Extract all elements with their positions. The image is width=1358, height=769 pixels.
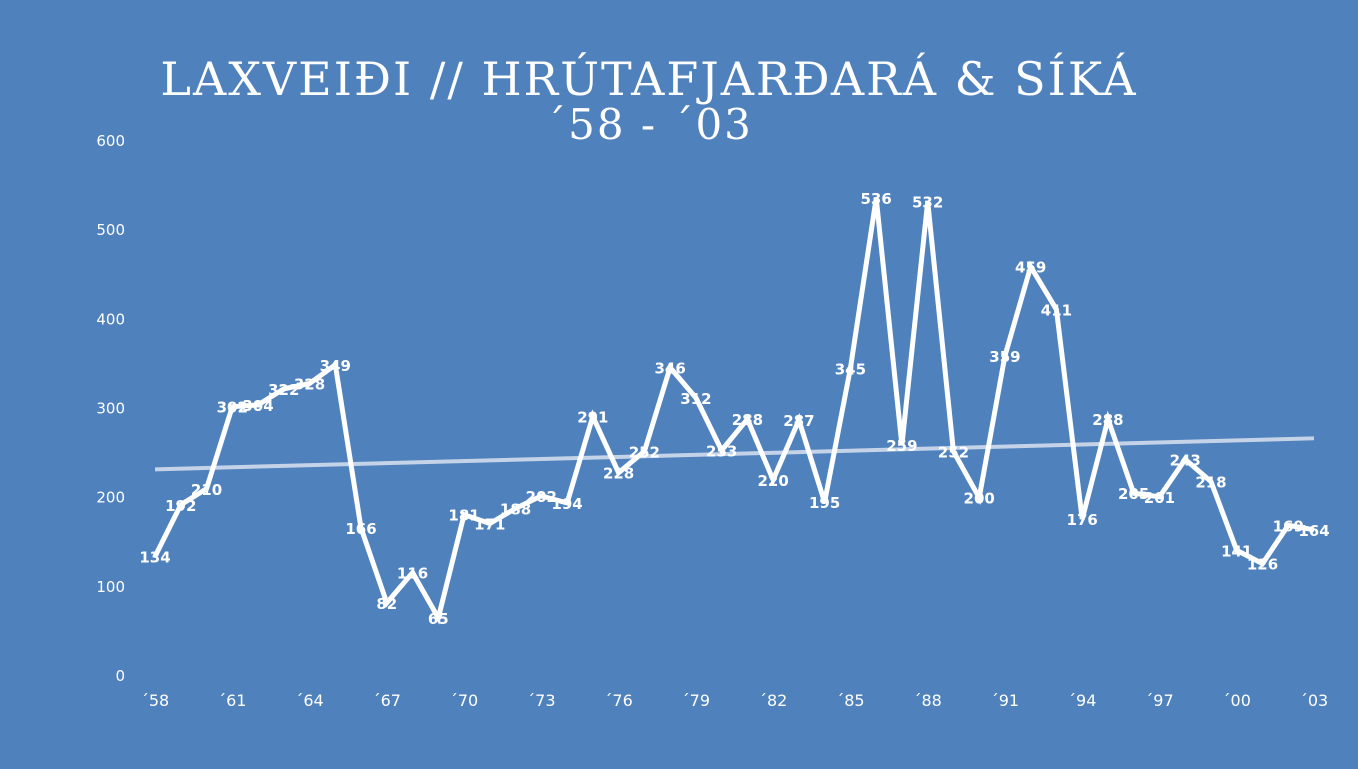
data-label: 243 [1170, 451, 1201, 469]
x-tick-label: ´85 [836, 691, 864, 710]
data-label: 312 [680, 390, 711, 408]
data-label: 304 [242, 397, 273, 415]
data-label: 176 [1067, 511, 1098, 529]
data-label: 194 [551, 495, 582, 513]
data-label: 218 [1195, 474, 1226, 492]
data-label: 253 [706, 442, 737, 460]
y-tick-label: 100 [96, 578, 125, 596]
data-label: 201 [1144, 489, 1175, 507]
data-label: 82 [376, 595, 397, 613]
x-tick-label: ´03 [1300, 691, 1328, 710]
x-tick-label: ´73 [527, 691, 555, 710]
data-label: 200 [964, 490, 995, 508]
x-tick-label: ´88 [913, 691, 941, 710]
data-label: 259 [886, 437, 917, 455]
data-label: 141 [1221, 542, 1252, 560]
series-line [152, 197, 1315, 625]
data-label: 252 [938, 443, 969, 461]
data-label: 181 [448, 507, 479, 525]
data-label: 359 [989, 348, 1020, 366]
x-tick-label: ´97 [1145, 691, 1173, 710]
x-tick-label: ´00 [1223, 691, 1251, 710]
data-label: 205 [1118, 485, 1149, 503]
data-label: 192 [165, 497, 196, 515]
data-label: 532 [912, 194, 943, 212]
y-tick-label: 500 [96, 221, 125, 239]
x-tick-label: ´91 [991, 691, 1019, 710]
y-tick-label: 400 [96, 310, 125, 328]
y-tick-label: 200 [96, 489, 125, 507]
data-label: 228 [603, 465, 634, 483]
data-label: 195 [809, 494, 840, 512]
y-tick-label: 0 [115, 667, 125, 685]
x-tick-label: ´58 [141, 691, 169, 710]
data-label: 288 [1092, 411, 1123, 429]
chart-subtitle: ´58 - ´03 [545, 100, 753, 149]
data-label: 322 [268, 381, 299, 399]
data-label: 169 [1273, 517, 1304, 535]
data-label: 210 [191, 481, 222, 499]
data-label: 459 [1015, 259, 1046, 277]
data-label: 65 [428, 610, 449, 628]
x-tick-label: ´79 [682, 691, 710, 710]
data-label: 188 [500, 500, 531, 518]
data-label: 349 [320, 357, 351, 375]
x-tick-label: ´67 [373, 691, 401, 710]
x-tick-label: ´70 [450, 691, 478, 710]
data-label: 252 [629, 443, 660, 461]
data-label: 287 [783, 412, 814, 430]
y-tick-label: 600 [96, 132, 125, 150]
trend-line [154, 436, 1315, 472]
data-label: 116 [397, 565, 428, 583]
x-tick-label: ´64 [295, 691, 323, 710]
data-label: 220 [757, 472, 788, 490]
chart-title: LAXVEIÐI // HRÚTAFJARÐARÁ & SÍKÁ [160, 52, 1138, 106]
data-label: 536 [860, 190, 891, 208]
x-tick-label: ´82 [759, 691, 787, 710]
data-label: 302 [217, 399, 248, 417]
data-label: 328 [294, 376, 325, 394]
data-label: 411 [1041, 302, 1072, 320]
data-label: 126 [1247, 556, 1278, 574]
data-label: 202 [526, 488, 557, 506]
data-label: 346 [654, 359, 685, 377]
data-label: 171 [474, 516, 505, 534]
x-tick-label: ´61 [218, 691, 246, 710]
x-tick-label: ´76 [604, 691, 632, 710]
data-label: 164 [1298, 522, 1329, 540]
data-label: 166 [345, 520, 376, 538]
x-tick-label: ´94 [1068, 691, 1096, 710]
y-tick-label: 300 [96, 400, 125, 418]
data-label: 291 [577, 409, 608, 427]
data-label: 134 [139, 549, 170, 567]
data-label: 345 [835, 360, 866, 378]
data-label: 288 [732, 411, 763, 429]
